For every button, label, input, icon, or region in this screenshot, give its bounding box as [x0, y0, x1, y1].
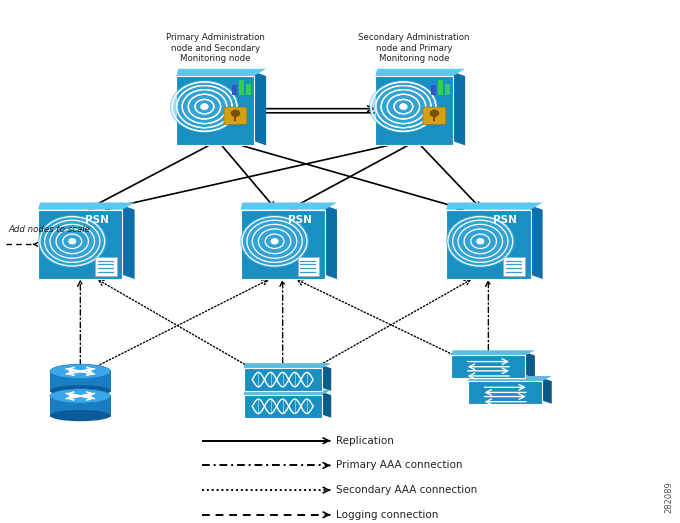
FancyBboxPatch shape — [468, 381, 543, 404]
FancyBboxPatch shape — [224, 107, 247, 124]
Polygon shape — [38, 202, 135, 210]
Ellipse shape — [50, 364, 111, 379]
Text: Add nodes to scale: Add nodes to scale — [8, 225, 90, 234]
Circle shape — [447, 215, 514, 267]
FancyBboxPatch shape — [431, 85, 437, 95]
Text: PSN: PSN — [493, 215, 517, 225]
Polygon shape — [254, 72, 266, 145]
FancyBboxPatch shape — [95, 257, 117, 276]
FancyBboxPatch shape — [239, 80, 244, 95]
Polygon shape — [176, 69, 266, 76]
Circle shape — [69, 239, 75, 244]
Circle shape — [271, 239, 278, 244]
Circle shape — [477, 239, 483, 244]
FancyBboxPatch shape — [50, 397, 111, 417]
Text: Replication: Replication — [336, 436, 394, 446]
Circle shape — [241, 215, 308, 267]
FancyBboxPatch shape — [38, 210, 122, 279]
Circle shape — [39, 215, 106, 267]
FancyBboxPatch shape — [241, 210, 325, 279]
Polygon shape — [243, 390, 331, 395]
FancyBboxPatch shape — [375, 76, 453, 145]
Ellipse shape — [50, 389, 111, 403]
Text: Primary Administration
node and Secondary
Monitoring node: Primary Administration node and Secondar… — [166, 33, 265, 63]
Polygon shape — [322, 392, 331, 418]
Circle shape — [370, 81, 437, 132]
Circle shape — [171, 81, 238, 132]
Polygon shape — [241, 202, 337, 210]
FancyBboxPatch shape — [50, 372, 111, 392]
Polygon shape — [468, 376, 551, 381]
Ellipse shape — [50, 385, 111, 396]
Text: Logging connection: Logging connection — [336, 510, 439, 520]
Circle shape — [400, 104, 407, 109]
Text: Secondary AAA connection: Secondary AAA connection — [336, 485, 477, 495]
Polygon shape — [243, 363, 331, 368]
Circle shape — [231, 110, 239, 117]
FancyBboxPatch shape — [452, 356, 526, 378]
Polygon shape — [530, 206, 543, 279]
Polygon shape — [375, 69, 465, 76]
Ellipse shape — [50, 410, 111, 421]
Polygon shape — [452, 350, 535, 356]
FancyBboxPatch shape — [423, 107, 446, 124]
Text: 282089: 282089 — [665, 481, 674, 513]
FancyBboxPatch shape — [243, 395, 322, 418]
Circle shape — [430, 110, 439, 117]
Circle shape — [400, 104, 407, 109]
FancyBboxPatch shape — [245, 84, 251, 95]
Polygon shape — [322, 365, 331, 391]
Text: Secondary Administration
node and Primary
Monitoring node: Secondary Administration node and Primar… — [358, 33, 470, 63]
Text: Primary AAA connection: Primary AAA connection — [336, 460, 462, 470]
Polygon shape — [325, 206, 337, 279]
Polygon shape — [446, 202, 543, 210]
Circle shape — [201, 104, 208, 109]
FancyBboxPatch shape — [503, 257, 525, 276]
Polygon shape — [526, 353, 535, 378]
Polygon shape — [122, 206, 135, 279]
Polygon shape — [543, 378, 551, 404]
FancyBboxPatch shape — [446, 210, 530, 279]
FancyBboxPatch shape — [176, 76, 254, 145]
FancyBboxPatch shape — [445, 84, 450, 95]
Text: PSN: PSN — [288, 215, 311, 225]
Circle shape — [201, 104, 208, 109]
FancyBboxPatch shape — [438, 80, 443, 95]
Text: PSN: PSN — [85, 215, 109, 225]
FancyBboxPatch shape — [243, 368, 322, 391]
FancyBboxPatch shape — [232, 85, 237, 95]
FancyBboxPatch shape — [298, 257, 319, 276]
Polygon shape — [453, 72, 465, 145]
